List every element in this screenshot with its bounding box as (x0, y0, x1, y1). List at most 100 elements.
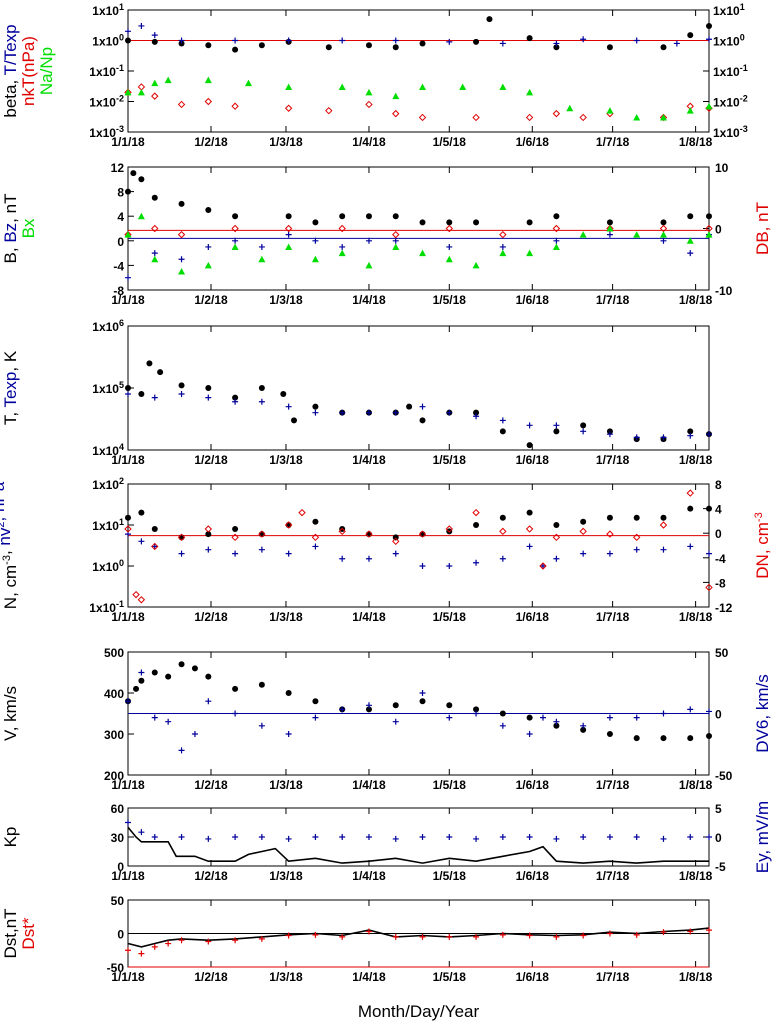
x-tick-label: 1/1/18 (111, 869, 145, 883)
data-point (365, 409, 372, 416)
panel-p6: 1/1/18 1/2/18 1/3/18 1/4/18 1/5/18 1/6/18 1/7/… (1, 801, 772, 883)
data-point (232, 37, 239, 44)
data-point (339, 555, 346, 562)
data-point (660, 710, 667, 717)
right-tick-label: 1x10-2 (713, 94, 748, 110)
data-point (525, 113, 534, 122)
data-point (312, 237, 319, 244)
data-point (151, 250, 158, 257)
data-point (339, 933, 346, 940)
data-point (151, 92, 159, 100)
data-point (579, 231, 587, 238)
data-point (706, 431, 712, 438)
data-point (526, 422, 533, 429)
data-point (473, 219, 480, 226)
x-tick-label: 1/8/18 (679, 453, 713, 467)
data-point (178, 382, 185, 389)
data-point (445, 255, 453, 263)
x-tick-label: 1/3/18 (269, 869, 303, 883)
data-point (392, 109, 400, 118)
x-tick-label: 1/6/18 (516, 610, 550, 624)
x-tick-label: 1/5/18 (433, 453, 467, 467)
data-point (177, 100, 186, 109)
data-point (419, 834, 426, 840)
data-point (338, 83, 346, 90)
data-point (499, 931, 506, 938)
data-point (446, 243, 453, 250)
data-point (138, 509, 145, 516)
series-red (124, 489, 713, 604)
data-point (151, 525, 158, 532)
panel-frame (127, 9, 710, 133)
data-point (205, 698, 212, 705)
data-point (312, 219, 319, 226)
data-point (673, 40, 680, 47)
data-point (231, 243, 239, 250)
data-point (473, 710, 480, 717)
data-point (125, 947, 131, 954)
data-point (125, 274, 131, 281)
data-point (660, 835, 667, 842)
x-tick-label: 1/5/18 (433, 970, 467, 984)
data-point (138, 677, 145, 684)
data-point (606, 44, 613, 51)
left-axis-label: V, km/s (1, 686, 20, 741)
x-tick-label: 1/5/18 (433, 610, 467, 624)
data-point (392, 933, 399, 940)
data-point (418, 530, 427, 538)
x-tick-label: 1/4/18 (352, 970, 386, 984)
series-black (127, 826, 709, 864)
data-point (365, 237, 372, 244)
data-point (553, 428, 560, 435)
data-point (178, 200, 185, 207)
data-point (232, 46, 239, 53)
data-point (687, 505, 694, 512)
y-tick-label: 200 (104, 769, 124, 783)
series-green (124, 212, 713, 275)
series-line (127, 826, 709, 864)
left-axis-label: N, cm-3, nv2, nPa (0, 481, 20, 609)
right-tick-label: 5 (715, 802, 722, 816)
data-point (138, 538, 145, 545)
series-black (125, 661, 712, 742)
data-point (124, 231, 132, 238)
right-tick-label: 10 (715, 161, 729, 175)
data-point (606, 834, 613, 840)
data-point (525, 525, 534, 533)
data-point (686, 489, 694, 497)
series-line (127, 927, 710, 948)
data-point (284, 521, 293, 529)
panel-p1: 1/1/18 1/2/18 1/3/18 1/4/18 1/5/18 1/6/18 1/7/… (1, 2, 748, 149)
data-point (339, 834, 346, 840)
data-point (526, 442, 533, 449)
data-point (553, 237, 560, 244)
data-point (138, 950, 145, 957)
data-point (526, 35, 533, 42)
data-point (125, 385, 131, 391)
x-tick-label: 1/1/18 (111, 778, 145, 792)
data-point (312, 698, 319, 705)
data-point (606, 431, 613, 438)
data-point (472, 508, 480, 517)
data-point (706, 708, 712, 715)
y-tick-label: 1x101 (92, 2, 124, 18)
data-point (445, 525, 453, 533)
data-point (660, 44, 667, 51)
data-point (204, 76, 212, 84)
x-tick-label: 1/2/18 (194, 778, 228, 792)
data-point (660, 434, 667, 441)
data-point (151, 38, 158, 45)
right-tick-label: 0 (715, 223, 722, 237)
data-point (151, 79, 159, 87)
data-point (687, 250, 694, 257)
data-point (365, 555, 372, 562)
data-point (298, 508, 306, 517)
data-point (151, 394, 158, 401)
data-point (205, 835, 212, 842)
data-point (499, 417, 506, 424)
left-axis-label: beta, T/Texp (1, 24, 20, 117)
data-point (125, 188, 131, 195)
data-point (553, 722, 560, 729)
data-point (312, 834, 319, 840)
data-point (633, 434, 640, 441)
